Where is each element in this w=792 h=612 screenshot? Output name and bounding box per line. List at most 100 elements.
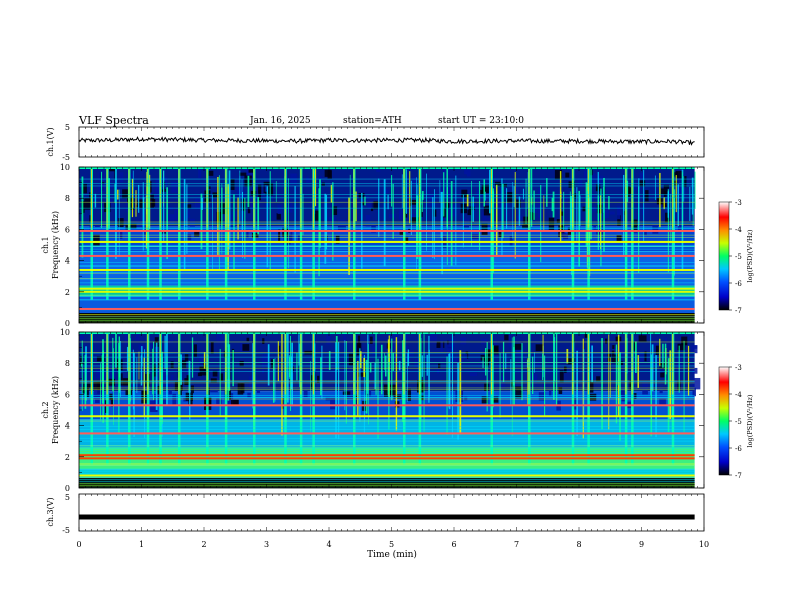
frequency-tick-label: 0 [65, 484, 70, 493]
spectrum-noise-patch [343, 332, 346, 346]
spectrum-noise-patch [240, 383, 245, 394]
burst-line [299, 332, 303, 465]
sferic-line [291, 342, 293, 407]
burst-core [491, 332, 492, 395]
low-band-stripe [79, 317, 695, 319]
ch1-spectrogram-xticks [78, 167, 705, 323]
spectral-line [79, 445, 695, 447]
spectrum-noise-patch [274, 363, 280, 369]
sferic-line [201, 197, 203, 210]
spectrum-noise-patch [237, 383, 244, 395]
spectrum-noise-patch [393, 394, 402, 399]
spectrum-noise-patch [241, 198, 246, 211]
spectrum-noise-patch [467, 209, 472, 216]
ch1-ytick-top: 5 [65, 123, 70, 132]
sferic-line [421, 191, 424, 200]
ch3-voltage-ylabel: ch.3(V) [46, 497, 55, 526]
sferic-line [552, 332, 555, 400]
burst-line [490, 167, 493, 300]
ch1-spectrogram-yticks: 0 2 4 6 8 10 [60, 163, 704, 328]
spectrum-noise-patch [186, 206, 190, 218]
spectrum-noise-patch [186, 375, 191, 385]
spectrum-noise-patch [258, 190, 261, 201]
time-tick-label: 4 [326, 540, 331, 549]
spectrum-noise-patch [125, 225, 129, 230]
spectrum-noise-patch [411, 177, 418, 185]
sferic-line [608, 334, 610, 430]
sferic-line [401, 174, 403, 209]
sferic-line [638, 186, 640, 273]
spectrum-noise-patch [568, 181, 575, 188]
spectral-line [79, 449, 695, 451]
spectrum-noise-patch [659, 199, 667, 206]
sferic-line [217, 176, 219, 256]
spectrum-noise-patch [216, 398, 222, 404]
spectrum-noise-patch [653, 341, 657, 347]
spectrum-noise-patch [455, 390, 464, 403]
spectrum-noise-patch [692, 387, 696, 397]
sferic-line [380, 344, 383, 395]
spectrum-noise-patch [171, 186, 178, 193]
low-band-stripe [79, 319, 695, 321]
spectrum-noise-patch [98, 171, 106, 182]
burst-line [146, 167, 150, 300]
sferic-line [678, 345, 680, 393]
spectrum-noise-patch [174, 209, 181, 221]
spectral-line [79, 380, 695, 382]
burst-core [178, 167, 180, 230]
spectral-line [79, 266, 695, 267]
frequency-tick-label: 4 [65, 422, 70, 431]
sferic-line [615, 344, 618, 424]
top-edge-band [79, 332, 695, 334]
burst-line [178, 332, 181, 465]
spectrum-noise-patch [459, 391, 463, 398]
spectral-line [79, 286, 695, 288]
ch1-voltage-ylabel: ch.1(V) [46, 127, 55, 156]
spectrum-noise-patch [677, 343, 686, 351]
spectral-line [79, 278, 695, 280]
spectrum-noise-patch [614, 345, 622, 355]
low-band-stripe [79, 480, 695, 482]
sferic-line [667, 191, 670, 218]
spectrum-noise-patch [509, 342, 514, 347]
burst-line [312, 332, 315, 465]
sferic-line [466, 194, 469, 207]
spectrum-noise-patch [82, 183, 87, 194]
spectral-line [79, 222, 695, 224]
spectrum-noise-patch [481, 338, 488, 345]
burst-core [491, 167, 492, 230]
sferic-line [440, 191, 442, 239]
spectrum-noise-patch [184, 354, 189, 361]
spectrum-noise-patch [122, 189, 129, 199]
sferic-line [551, 197, 554, 212]
burst-line [353, 332, 356, 465]
spectrum-noise-patch [167, 380, 174, 387]
spectrum-noise-patch [125, 202, 128, 212]
spectrum-noise-patch [589, 381, 594, 393]
sferic-line [542, 353, 544, 381]
spectral-line [79, 477, 695, 479]
burst-core [625, 332, 627, 395]
spectrum-noise-patch [577, 178, 583, 187]
sferic-line [586, 182, 588, 268]
sferic-line [142, 182, 144, 251]
sferic-line [113, 348, 114, 426]
spectrum-noise-patch [306, 176, 309, 183]
sferic-line [583, 349, 585, 422]
sferic-line [348, 197, 350, 275]
strong-band [79, 254, 695, 257]
sferic-line [115, 167, 117, 259]
spectrum-noise-patch [85, 387, 89, 398]
spectrum-noise-patch [94, 389, 102, 399]
spectrum-noise-patch [109, 168, 116, 172]
burst-line [178, 167, 181, 300]
spectrum-noise-patch [560, 211, 564, 216]
sferic-line [499, 352, 501, 418]
spectrum-noise-patch [230, 179, 235, 190]
colorbar-tick-label: -5 [735, 418, 742, 426]
spectral-line [79, 426, 695, 427]
spectrum-noise-patch [522, 356, 525, 367]
time-tick-label: 3 [264, 540, 269, 549]
spectrum-noise-patch [356, 342, 362, 356]
spectrum-noise-patch [239, 172, 247, 176]
